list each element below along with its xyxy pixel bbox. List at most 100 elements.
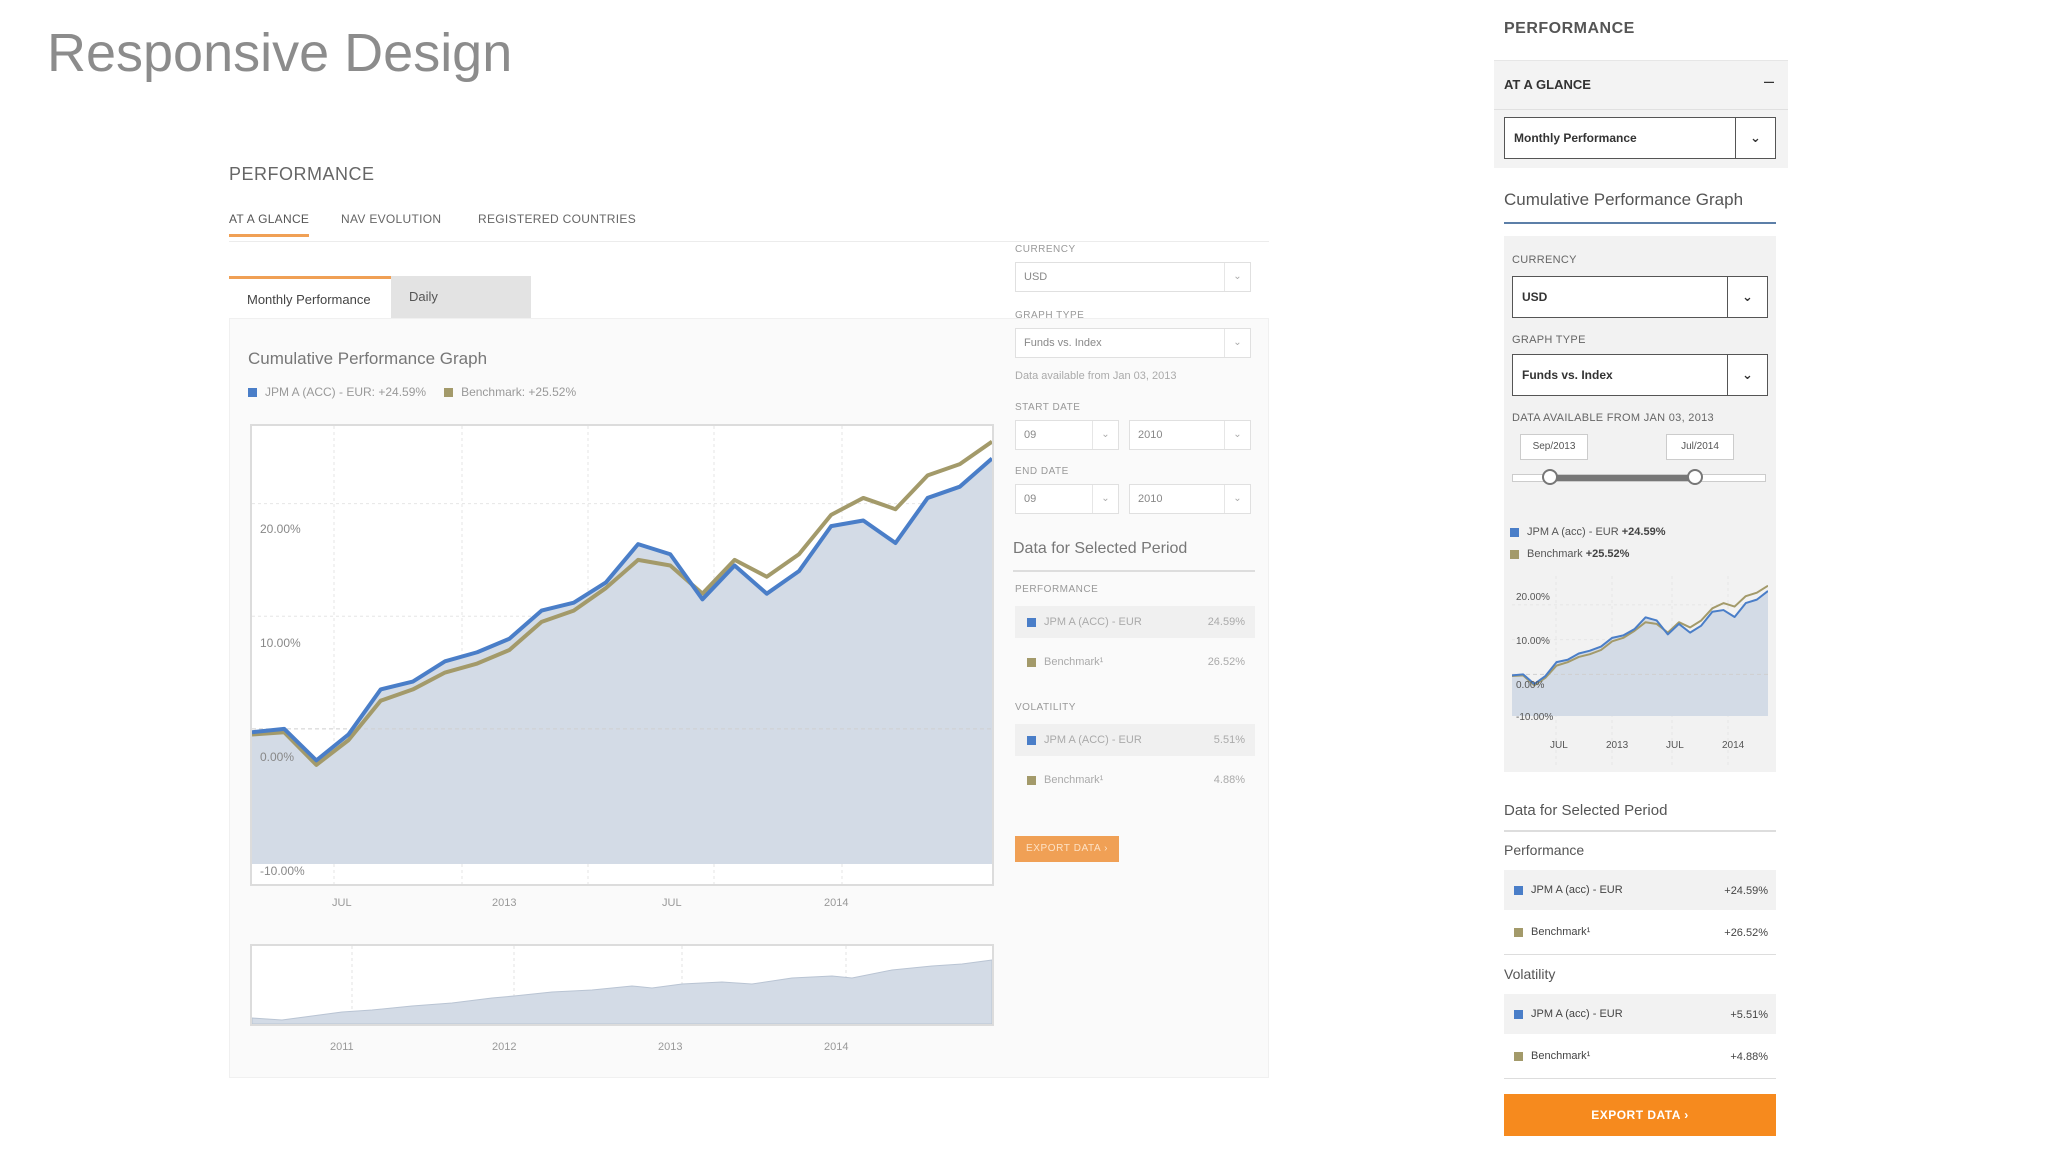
graph-title: Cumulative Performance Graph (248, 349, 488, 368)
performance-label: Performance (1504, 842, 1585, 858)
y-tick-label: -10.00% (1516, 712, 1554, 723)
table-row: JPM A (ACC) - EUR 5.51% (1015, 724, 1255, 756)
subtab-daily-performance[interactable]: Daily Performance (391, 276, 531, 346)
row-value: 5.51% (1213, 734, 1245, 746)
chevron-down-icon: ⌄ (1224, 329, 1250, 357)
slider-end-handle[interactable] (1687, 469, 1703, 485)
tab-nav-evolution[interactable]: NAV EVOLUTION (341, 212, 442, 226)
main-tabs: AT A GLANCE NAV EVOLUTION REGISTERED COU… (229, 212, 1269, 242)
y-tick-label: 10.00% (260, 636, 301, 650)
start-month-value: 09 (1024, 429, 1037, 441)
export-data-button[interactable]: EXPORT DATA › (1015, 836, 1119, 862)
start-month-select[interactable]: 09 ⌄ (1015, 420, 1119, 450)
start-year-select[interactable]: 2010 ⌄ (1129, 420, 1251, 450)
view-select[interactable]: Monthly Performance ⌄ (1504, 117, 1776, 159)
chevron-down-icon: ⌄ (1224, 485, 1250, 513)
data-available-note: DATA AVAILABLE FROM JAN 03, 2013 (1512, 412, 1714, 424)
graph-type-value: Funds vs. Index (1522, 368, 1613, 382)
end-month-select[interactable]: 09 ⌄ (1015, 484, 1119, 514)
row-value: 24.59% (1207, 616, 1245, 628)
chevron-down-icon: ⌄ (1735, 118, 1775, 158)
navigator-chart[interactable] (250, 944, 994, 1026)
graph-type-value: Funds vs. Index (1024, 337, 1102, 349)
legend-item-fund: JPM A (acc) - EUR +24.59% (1510, 526, 1665, 538)
range-end-label: Jul/2014 (1666, 434, 1734, 460)
tab-at-a-glance[interactable]: AT A GLANCE (229, 212, 310, 237)
x-tick-label: 2014 (824, 897, 849, 909)
blue-swatch-icon (1510, 527, 1519, 537)
row-value: +5.51% (1730, 1009, 1768, 1021)
collapse-icon[interactable]: – (1763, 71, 1774, 91)
graph-type-select[interactable]: Funds vs. Index ⌄ (1015, 328, 1251, 358)
olive-swatch-icon (444, 388, 454, 398)
graph-type-select[interactable]: Funds vs. Index ⌄ (1512, 354, 1768, 396)
legend-item-fund: JPM A (ACC) - EUR: +24.59% (248, 385, 426, 399)
graph-panel: CURRENCY USD ⌄ GRAPH TYPE Funds vs. Index… (1504, 236, 1776, 772)
nav-x-tick-label: 2011 (330, 1041, 354, 1053)
data-available-note: Data available from Jan 03, 2013 (1015, 370, 1177, 382)
olive-swatch-icon (1510, 549, 1519, 559)
nav-x-tick-label: 2014 (824, 1041, 849, 1053)
blue-swatch-icon (1027, 735, 1036, 745)
slide-title: Responsive Design (47, 23, 513, 83)
y-tick-label: 0.00% (260, 750, 295, 764)
performance-heading: PERFORMANCE (229, 164, 375, 184)
x-tick-label: JUL (332, 897, 352, 909)
chevron-down-icon: ⌄ (1727, 277, 1767, 317)
row-label: Benchmark¹ (1044, 656, 1104, 668)
x-tick-label: JUL (662, 897, 682, 909)
slider-start-handle[interactable] (1542, 469, 1558, 485)
currency-select[interactable]: USD ⌄ (1512, 276, 1768, 318)
fund-area (1512, 590, 1768, 716)
table-row: JPM A (acc) - EUR +5.51% (1504, 994, 1776, 1034)
table-row: JPM A (ACC) - EUR 24.59% (1015, 606, 1255, 638)
navigator-chart-svg (251, 946, 993, 1025)
legend-value: +24.59% (1621, 526, 1666, 538)
blue-swatch-icon (1514, 885, 1523, 895)
benchmark-series-line (1511, 584, 1769, 687)
divider (1494, 109, 1788, 110)
currency-value: USD (1024, 271, 1048, 283)
blue-swatch-icon (1027, 617, 1036, 627)
y-tick-label: 20.00% (1516, 592, 1550, 603)
performance-chart[interactable]: 20.00% 10.00% 0.00% -10.00% (250, 424, 994, 886)
x-tick-label: JUL (1550, 740, 1568, 751)
tab-registered-countries[interactable]: REGISTERED COUNTRIES (478, 212, 637, 226)
mini-performance-chart[interactable]: 20.00% 10.00% 0.00% -10.00% JUL 2013 JUL… (1511, 576, 1769, 766)
row-label: Benchmark¹ (1044, 774, 1104, 786)
table-row: JPM A (acc) - EUR +24.59% (1504, 870, 1776, 910)
currency-label: CURRENCY (1512, 254, 1577, 266)
range-start-label: Sep/2013 (1520, 434, 1588, 460)
olive-swatch-icon (1027, 657, 1036, 667)
end-year-select[interactable]: 2010 ⌄ (1129, 484, 1251, 514)
x-tick-label: 2013 (1606, 740, 1629, 751)
legend-value: +25.52% (1585, 548, 1630, 560)
benchmark-series-line (251, 439, 994, 767)
chevron-down-icon: ⌄ (1092, 421, 1118, 449)
view-select-value: Monthly Performance (1514, 131, 1637, 145)
currency-select[interactable]: USD ⌄ (1015, 262, 1251, 292)
legend-item-benchmark: Benchmark +25.52% (1510, 548, 1629, 560)
fund-series-line (1511, 590, 1769, 686)
mini-chart-svg (1511, 576, 1769, 766)
volatility-label: Volatility (1504, 966, 1556, 982)
graph-type-label: GRAPH TYPE (1512, 334, 1586, 346)
end-month-value: 09 (1024, 493, 1037, 505)
legend-label-fund: JPM A (ACC) - EUR: +24.59% (265, 385, 427, 399)
blue-swatch-icon (248, 388, 257, 398)
slider-range-fill (1550, 475, 1694, 481)
subtab-monthly-performance[interactable]: Monthly Performance (229, 276, 391, 318)
fund-series-line (251, 457, 994, 763)
row-label: JPM A (acc) - EUR (1531, 884, 1623, 896)
chevron-down-icon: ⌄ (1727, 355, 1767, 395)
export-data-button[interactable]: EXPORT DATA › (1504, 1094, 1776, 1136)
at-a-glance-accordion: AT A GLANCE – Monthly Performance ⌄ (1494, 60, 1788, 168)
accordion-title[interactable]: AT A GLANCE (1504, 77, 1591, 92)
end-date-label: END DATE (1015, 466, 1069, 477)
row-value: 26.52% (1207, 656, 1245, 668)
x-tick-label: JUL (1666, 740, 1684, 751)
blue-swatch-icon (1514, 1009, 1523, 1019)
fund-area (252, 458, 992, 864)
divider (1013, 570, 1255, 572)
row-value: 4.88% (1213, 774, 1245, 786)
